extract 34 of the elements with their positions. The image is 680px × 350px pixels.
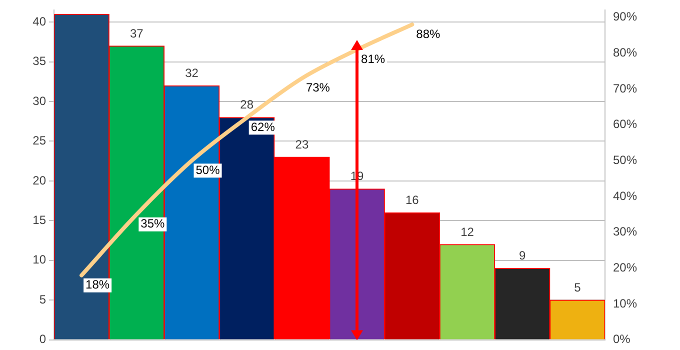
- y-tick-label: 5: [39, 292, 46, 306]
- data-label: 28: [240, 98, 254, 112]
- data-label: 32: [185, 66, 199, 80]
- data-label: 23: [295, 137, 309, 152]
- y2-tick-label: 50%: [613, 152, 638, 167]
- y-tick-label: 25: [32, 134, 46, 148]
- y-tick-label: 10: [32, 252, 46, 267]
- y2-tick-label: 30%: [613, 224, 638, 239]
- y-tick-label: 0: [39, 332, 46, 346]
- data-label: 12: [460, 224, 474, 239]
- data-label: 9: [519, 248, 526, 263]
- data-label: 88%: [416, 26, 440, 41]
- y2-tick-label: 90%: [613, 10, 638, 24]
- data-label: 35%: [140, 216, 165, 231]
- y2-tick-label: 10%: [613, 296, 638, 310]
- data-label: 50%: [196, 162, 220, 177]
- y2-tick-label: 70%: [613, 81, 638, 96]
- y-tick-label: 15: [32, 212, 46, 227]
- data-label: 73%: [306, 80, 330, 95]
- data-label: 5: [574, 280, 582, 294]
- data-label: 62%: [250, 120, 276, 134]
- y2-tick-label: 40%: [613, 188, 638, 203]
- y-tick-label: 30: [32, 94, 46, 108]
- y2-tick-label: 80%: [613, 46, 638, 60]
- y2-tick-label: 20%: [613, 260, 638, 274]
- y2-tick-label: 60%: [613, 117, 638, 132]
- data-label: 18%: [86, 278, 110, 292]
- data-label: 16: [405, 193, 420, 208]
- y-tick-label: 20: [32, 173, 46, 188]
- data-label: 37: [130, 26, 144, 40]
- y2-tick-label: 0%: [613, 332, 631, 346]
- y-tick-label: 40: [32, 14, 46, 28]
- y-tick-label: 35: [32, 54, 46, 68]
- data-label: 81%: [361, 52, 386, 66]
